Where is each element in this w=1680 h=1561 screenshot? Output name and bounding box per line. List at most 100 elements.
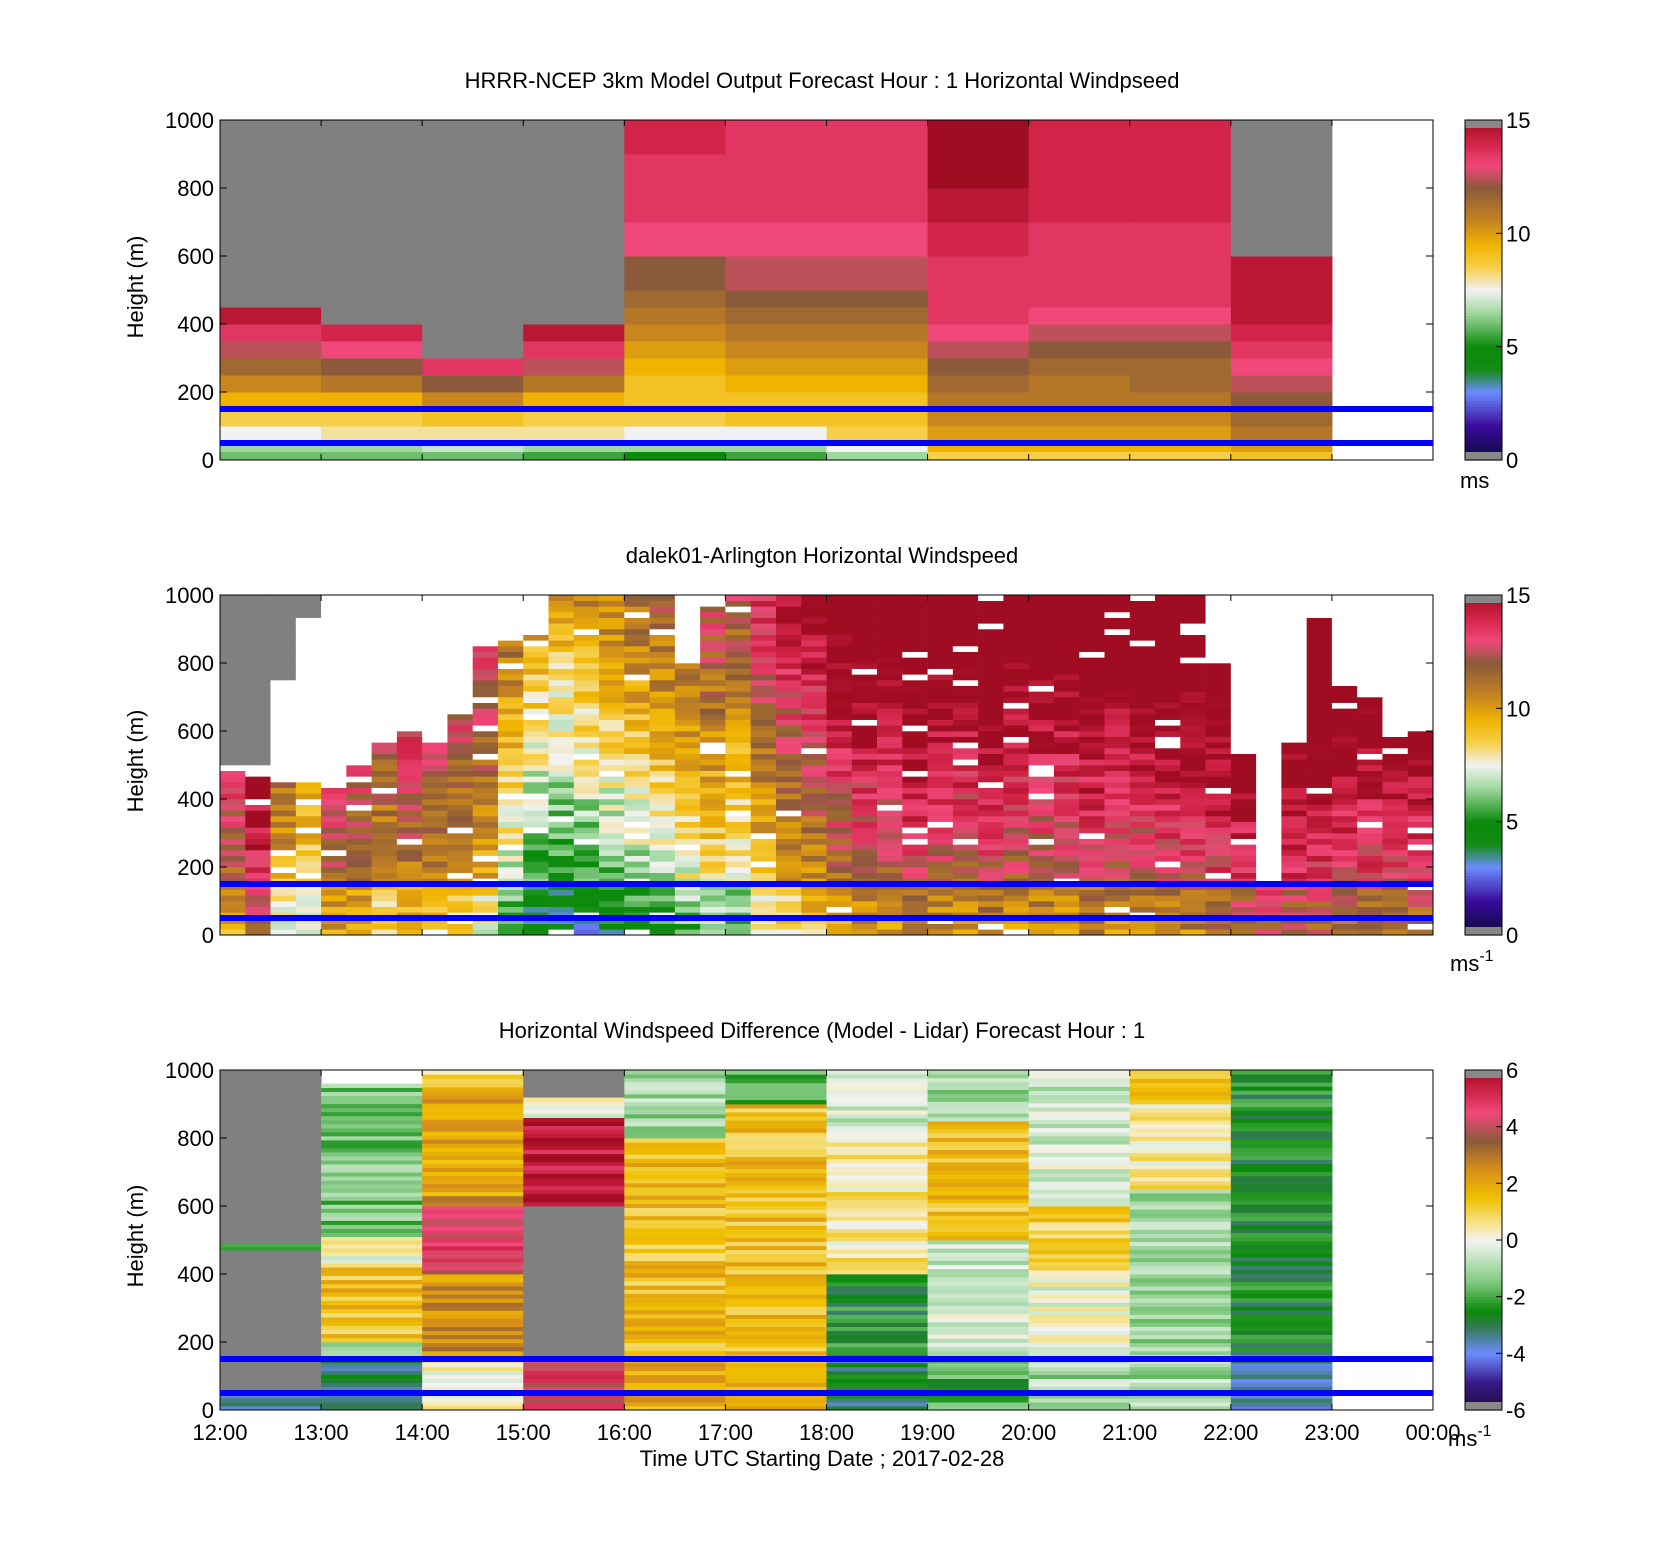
lidar-cell	[321, 646, 347, 652]
lidar-cell	[700, 759, 726, 766]
lidar-cell	[548, 906, 575, 913]
lidar-cell	[1256, 782, 1282, 788]
colorbar-swatch	[1465, 920, 1502, 925]
model-output-ylabel: Height (m)	[123, 236, 148, 339]
lidar-cell	[1028, 731, 1055, 737]
difference-cell	[422, 1218, 524, 1223]
difference-cell	[321, 1220, 423, 1225]
colorbar-swatch	[1465, 685, 1502, 690]
model-cell	[826, 451, 929, 461]
lidar-cell	[270, 753, 297, 760]
lidar-cell	[321, 748, 347, 754]
lidar-cell	[497, 714, 524, 720]
difference-cell	[624, 1138, 726, 1143]
difference-cell	[624, 1187, 726, 1192]
model-cell	[523, 120, 625, 155]
lidar-cell	[624, 793, 650, 800]
lidar-cell	[245, 855, 271, 862]
difference-cell	[321, 1279, 423, 1285]
lidar-cell	[220, 793, 246, 800]
lidar-cell	[775, 651, 802, 658]
model-cell	[1230, 375, 1333, 393]
lidar-cell	[1079, 776, 1105, 783]
lidar-cell	[801, 702, 827, 709]
lidar-cell	[1331, 787, 1358, 794]
lidar-cell	[1382, 691, 1409, 698]
model-cell	[321, 290, 423, 308]
colorbar-swatch	[1465, 756, 1502, 760]
difference-cell	[1129, 1265, 1232, 1271]
colorbar-swatch	[1465, 1118, 1502, 1122]
lidar-cell	[851, 770, 878, 777]
lidar-cell	[1053, 708, 1080, 715]
difference-cell	[1230, 1342, 1333, 1348]
lidar-cell	[220, 646, 246, 652]
lidar-cell	[396, 595, 423, 601]
lidar-cell	[1053, 765, 1080, 771]
difference-cell	[927, 1105, 1030, 1110]
lidar-cell	[725, 793, 751, 800]
difference-cell	[422, 1151, 524, 1156]
lidar-cell	[1281, 929, 1307, 936]
difference-cell	[422, 1298, 524, 1303]
lidar-cell	[801, 782, 827, 788]
lidar-cell	[851, 867, 878, 873]
lidar-cell	[1028, 759, 1055, 766]
model-cell	[321, 188, 423, 223]
lidar-cell	[1003, 906, 1029, 913]
difference-cell	[321, 1312, 423, 1318]
difference-cell	[624, 1322, 726, 1327]
difference-cell	[826, 1253, 929, 1258]
lidar-cell	[371, 923, 398, 930]
lidar-cell	[1306, 765, 1333, 771]
lidar-cell	[1003, 855, 1029, 862]
lidar-cell	[1205, 759, 1232, 766]
difference-cell	[422, 1394, 524, 1399]
lidar-cell	[725, 595, 751, 601]
model-cell	[523, 426, 625, 444]
lidar-cell	[1003, 600, 1029, 607]
difference-cell	[725, 1290, 827, 1295]
difference-cell	[826, 1374, 929, 1380]
lidar-cell	[270, 600, 297, 607]
lidar-cell	[447, 640, 474, 647]
difference-cell	[422, 1382, 524, 1387]
colorbar-swatch	[1465, 165, 1502, 169]
lidar-cell	[877, 651, 903, 658]
lidar-cell	[396, 629, 423, 635]
lidar-cell	[674, 861, 701, 868]
lidar-cell	[573, 657, 600, 664]
lidar-cell	[548, 629, 575, 635]
lidar-cell	[1281, 674, 1307, 681]
difference-cell	[220, 1186, 322, 1192]
lidar-cell	[497, 759, 524, 766]
model-cell	[927, 307, 1030, 325]
lidar-cell	[1053, 697, 1080, 703]
colorbar-frame	[1464, 119, 1503, 461]
difference-cell	[321, 1378, 423, 1383]
lidar-cell	[1003, 595, 1029, 601]
lidar-cell	[1256, 617, 1282, 624]
lidar-cell	[978, 787, 1004, 794]
lidar-cell	[346, 674, 372, 681]
lidar-cell	[775, 702, 802, 709]
y-tick-label: 0	[202, 448, 214, 473]
lidar-cell	[877, 850, 903, 856]
lidar-cell	[447, 765, 474, 771]
lidar-cell	[447, 816, 474, 822]
difference-cell	[321, 1325, 423, 1330]
lidar-cell	[1357, 793, 1383, 800]
lidar-cell	[321, 600, 347, 607]
lidar-cell	[447, 793, 474, 800]
lidar-cell	[851, 623, 878, 630]
difference-cell	[1028, 1338, 1131, 1344]
lidar-cell	[472, 697, 499, 703]
lidar-cell	[220, 804, 246, 811]
difference-cell	[422, 1206, 524, 1211]
lidar-cell	[599, 697, 625, 703]
colorbar-swatch	[1465, 878, 1502, 882]
lidar-cell	[851, 838, 878, 845]
lidar-cell	[1230, 867, 1257, 873]
lidar-cell	[775, 708, 802, 715]
lidar-cell	[775, 923, 802, 930]
